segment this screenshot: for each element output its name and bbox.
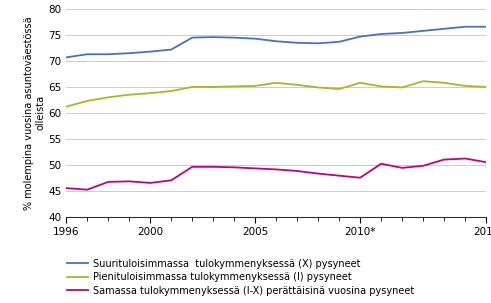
Samassa tulokymmenyksessä (I-X) perättäisinä vuosina pysyneet	[462, 157, 468, 160]
Pienituloisimmassa tulokymmenyksessä (I) pysyneet	[210, 85, 216, 89]
Suurituloisimmassa  tulokymmenyksessä (X) pysyneet	[63, 55, 69, 59]
Pienituloisimmassa tulokymmenyksessä (I) pysyneet	[147, 91, 153, 95]
Samassa tulokymmenyksessä (I-X) perättäisinä vuosina pysyneet	[399, 166, 405, 170]
Pienituloisimmassa tulokymmenyksessä (I) pysyneet	[168, 89, 174, 93]
Pienituloisimmassa tulokymmenyksessä (I) pysyneet	[252, 84, 258, 88]
Samassa tulokymmenyksessä (I-X) perättäisinä vuosina pysyneet	[63, 186, 69, 190]
Suurituloisimmassa  tulokymmenyksessä (X) pysyneet	[273, 39, 279, 43]
Suurituloisimmassa  tulokymmenyksessä (X) pysyneet	[210, 35, 216, 39]
Samassa tulokymmenyksessä (I-X) perättäisinä vuosina pysyneet	[315, 172, 321, 175]
Line: Suurituloisimmassa  tulokymmenyksessä (X) pysyneet: Suurituloisimmassa tulokymmenyksessä (X)…	[66, 27, 486, 57]
Samassa tulokymmenyksessä (I-X) perättäisinä vuosina pysyneet	[147, 181, 153, 185]
Suurituloisimmassa  tulokymmenyksessä (X) pysyneet	[483, 25, 489, 28]
Suurituloisimmassa  tulokymmenyksessä (X) pysyneet	[294, 41, 300, 45]
Samassa tulokymmenyksessä (I-X) perättäisinä vuosina pysyneet	[378, 162, 384, 165]
Suurituloisimmassa  tulokymmenyksessä (X) pysyneet	[231, 36, 237, 39]
Suurituloisimmassa  tulokymmenyksessä (X) pysyneet	[147, 50, 153, 53]
Samassa tulokymmenyksessä (I-X) perättäisinä vuosina pysyneet	[357, 176, 363, 180]
Samassa tulokymmenyksessä (I-X) perättäisinä vuosina pysyneet	[126, 180, 132, 183]
Samassa tulokymmenyksessä (I-X) perättäisinä vuosina pysyneet	[231, 165, 237, 169]
Suurituloisimmassa  tulokymmenyksessä (X) pysyneet	[399, 31, 405, 35]
Y-axis label: % molempina vuosina asuntoväestössä
olleista: % molempina vuosina asuntoväestössä olle…	[24, 16, 45, 210]
Samassa tulokymmenyksessä (I-X) perättäisinä vuosina pysyneet	[252, 167, 258, 170]
Samassa tulokymmenyksessä (I-X) perättäisinä vuosina pysyneet	[190, 165, 195, 169]
Samassa tulokymmenyksessä (I-X) perättäisinä vuosina pysyneet	[273, 168, 279, 171]
Pienituloisimmassa tulokymmenyksessä (I) pysyneet	[336, 87, 342, 91]
Pienituloisimmassa tulokymmenyksessä (I) pysyneet	[399, 86, 405, 89]
Pienituloisimmassa tulokymmenyksessä (I) pysyneet	[357, 81, 363, 85]
Line: Pienituloisimmassa tulokymmenyksessä (I) pysyneet: Pienituloisimmassa tulokymmenyksessä (I)…	[66, 81, 486, 107]
Suurituloisimmassa  tulokymmenyksessä (X) pysyneet	[84, 52, 90, 56]
Samassa tulokymmenyksessä (I-X) perättäisinä vuosina pysyneet	[168, 178, 174, 182]
Suurituloisimmassa  tulokymmenyksessä (X) pysyneet	[357, 35, 363, 38]
Pienituloisimmassa tulokymmenyksessä (I) pysyneet	[294, 83, 300, 87]
Pienituloisimmassa tulokymmenyksessä (I) pysyneet	[106, 95, 111, 99]
Pienituloisimmassa tulokymmenyksessä (I) pysyneet	[231, 85, 237, 88]
Pienituloisimmassa tulokymmenyksessä (I) pysyneet	[126, 93, 132, 97]
Samassa tulokymmenyksessä (I-X) perättäisinä vuosina pysyneet	[294, 169, 300, 173]
Pienituloisimmassa tulokymmenyksessä (I) pysyneet	[378, 85, 384, 88]
Pienituloisimmassa tulokymmenyksessä (I) pysyneet	[63, 105, 69, 108]
Pienituloisimmassa tulokymmenyksessä (I) pysyneet	[190, 85, 195, 89]
Legend: Suurituloisimmassa  tulokymmenyksessä (X) pysyneet, Pienituloisimmassa tulokymme: Suurituloisimmassa tulokymmenyksessä (X)…	[67, 259, 414, 296]
Pienituloisimmassa tulokymmenyksessä (I) pysyneet	[441, 81, 447, 85]
Suurituloisimmassa  tulokymmenyksessä (X) pysyneet	[190, 36, 195, 39]
Suurituloisimmassa  tulokymmenyksessä (X) pysyneet	[441, 27, 447, 31]
Samassa tulokymmenyksessä (I-X) perättäisinä vuosina pysyneet	[84, 188, 90, 191]
Pienituloisimmassa tulokymmenyksessä (I) pysyneet	[84, 99, 90, 103]
Suurituloisimmassa  tulokymmenyksessä (X) pysyneet	[126, 52, 132, 55]
Line: Samassa tulokymmenyksessä (I-X) perättäisinä vuosina pysyneet: Samassa tulokymmenyksessä (I-X) perättäi…	[66, 158, 486, 190]
Pienituloisimmassa tulokymmenyksessä (I) pysyneet	[462, 84, 468, 88]
Suurituloisimmassa  tulokymmenyksessä (X) pysyneet	[336, 40, 342, 44]
Pienituloisimmassa tulokymmenyksessä (I) pysyneet	[273, 81, 279, 85]
Samassa tulokymmenyksessä (I-X) perättäisinä vuosina pysyneet	[420, 164, 426, 168]
Pienituloisimmassa tulokymmenyksessä (I) pysyneet	[315, 86, 321, 89]
Samassa tulokymmenyksessä (I-X) perättäisinä vuosina pysyneet	[483, 160, 489, 164]
Suurituloisimmassa  tulokymmenyksessä (X) pysyneet	[420, 29, 426, 33]
Suurituloisimmassa  tulokymmenyksessä (X) pysyneet	[106, 52, 111, 56]
Pienituloisimmassa tulokymmenyksessä (I) pysyneet	[420, 79, 426, 83]
Suurituloisimmassa  tulokymmenyksessä (X) pysyneet	[315, 42, 321, 45]
Samassa tulokymmenyksessä (I-X) perättäisinä vuosina pysyneet	[441, 158, 447, 161]
Samassa tulokymmenyksessä (I-X) perättäisinä vuosina pysyneet	[336, 174, 342, 178]
Samassa tulokymmenyksessä (I-X) perättäisinä vuosina pysyneet	[106, 180, 111, 184]
Suurituloisimmassa  tulokymmenyksessä (X) pysyneet	[378, 32, 384, 36]
Suurituloisimmassa  tulokymmenyksessä (X) pysyneet	[168, 48, 174, 52]
Suurituloisimmassa  tulokymmenyksessä (X) pysyneet	[462, 25, 468, 28]
Pienituloisimmassa tulokymmenyksessä (I) pysyneet	[483, 85, 489, 89]
Samassa tulokymmenyksessä (I-X) perättäisinä vuosina pysyneet	[210, 165, 216, 169]
Suurituloisimmassa  tulokymmenyksessä (X) pysyneet	[252, 37, 258, 41]
